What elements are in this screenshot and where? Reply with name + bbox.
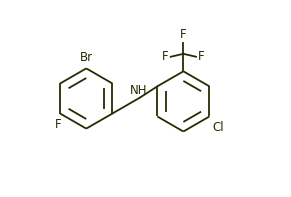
Text: NH: NH xyxy=(130,84,148,97)
Text: F: F xyxy=(162,50,169,63)
Text: Cl: Cl xyxy=(212,121,224,134)
Text: F: F xyxy=(180,28,187,41)
Text: F: F xyxy=(198,50,205,63)
Text: F: F xyxy=(55,118,62,131)
Text: Br: Br xyxy=(80,51,93,64)
